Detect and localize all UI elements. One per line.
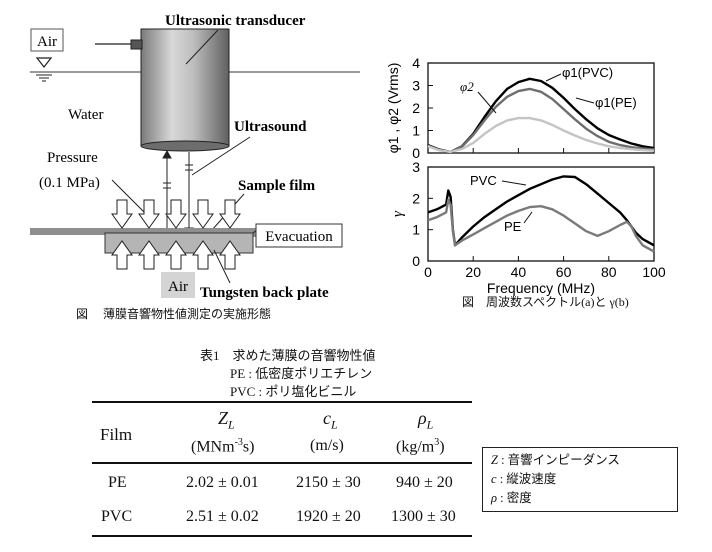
chart-b-xtick-label: 100: [642, 264, 666, 280]
table-cell-c: 1920 ± 20: [296, 508, 361, 525]
table-cell-c: 2150 ± 30: [296, 474, 361, 491]
chart-a-label-phi1-pvc: φ1(PVC): [562, 65, 613, 80]
chart-b-ytick-label: 3: [412, 159, 420, 175]
symbol-legend-box: Z : 音響インピーダンス c : 縦波速度 ρ : 密度: [482, 447, 678, 512]
ultrasound-label: Ultrasound: [234, 119, 307, 135]
table-header-rho: ρL: [418, 408, 434, 432]
table-note-pvc: PVC : ポリ塩化ビニル: [230, 384, 357, 399]
chart-a-label-phi2: φ2: [460, 79, 474, 94]
chart-a-ytick-label: 2: [412, 100, 420, 116]
chart-b-ytick-label: 1: [412, 222, 420, 238]
chart-a-label-phi1-pe: φ1(PE): [595, 95, 637, 110]
chart-b-series-pvc: [427, 175, 655, 247]
pressure-label: Pressure: [47, 150, 98, 166]
chart-b-xlabel: Frequency (MHz): [487, 280, 595, 296]
table-cell-rho: 1300 ± 30: [391, 508, 456, 525]
chart-b-pointer-pvc: [501, 180, 527, 186]
chart-a-series-2: [427, 116, 655, 154]
chart-b-series-pe: [427, 198, 655, 253]
chart-b-ytick-label: 2: [412, 190, 420, 206]
chart-b-xtick-label: 20: [465, 264, 481, 280]
water-label: Water: [68, 107, 103, 123]
sample-film-label: Sample film: [238, 178, 316, 194]
table-header-c-unit: (m/s): [310, 437, 344, 454]
air-top-box: [30, 28, 64, 52]
air-top-label: Air: [37, 34, 57, 50]
evacuation-label: Evacuation: [265, 229, 333, 245]
chart-a-pointer-phi2: [477, 91, 497, 114]
transducer-label: Ultrasonic transducer: [165, 13, 306, 29]
sample-film-strip: [30, 228, 342, 235]
air-bottom-box: [161, 272, 195, 298]
table-cell-film: PE: [108, 474, 127, 491]
chart-b-pointer-pe: [523, 211, 533, 224]
chart-a-pointer-phi1-pe: [575, 97, 595, 104]
chart-a-pointer-phi1-pvc: [545, 73, 562, 82]
chart-b-xtick-label: 80: [601, 264, 617, 280]
legend-c: c : 縦波速度: [491, 472, 557, 486]
chart-b-label-pe: PE: [504, 219, 522, 234]
ultrasound-pointer: [191, 136, 251, 176]
table-header-z: ZL: [218, 408, 235, 432]
chart-a-ytick-label: 4: [412, 55, 420, 71]
chart-a-ytick-label: 3: [412, 78, 420, 94]
setup-diagram: Air Ultrasonic transducer Water Ultrasou…: [30, 13, 360, 301]
table-header-c: cL: [323, 408, 338, 432]
chart-b-xtick-label: 40: [511, 264, 527, 280]
table-header-film: Film: [100, 425, 133, 444]
table-cell-film: PVC: [101, 508, 133, 525]
evacuation-box: [255, 223, 343, 248]
table-title: 表1 求めた薄膜の音響物性値: [200, 348, 376, 363]
chart-b-label-pvc: PVC: [470, 173, 497, 188]
chart-a-ytick-label: 0: [412, 145, 420, 161]
chart-a-ylabel: φ1 , φ2 (Vrms): [385, 63, 401, 154]
chart-b-frame: [427, 166, 655, 262]
pressure-value-label: (0.1 MPa): [39, 175, 100, 191]
table-header-rho-unit: (kg/m3): [396, 437, 445, 456]
back-plate-label: Tungsten back plate: [200, 285, 329, 301]
chart-a-series-1pe: [427, 87, 655, 154]
table-note-pe: PE : 低密度ポリエチレン: [230, 366, 373, 381]
chart-b-xtick-label: 60: [556, 264, 572, 280]
table-cell-z: 2.02 ± 0.01: [186, 474, 259, 491]
table-cell-z: 2.51 ± 0.02: [186, 508, 259, 525]
ultrasonic-transducer: [95, 28, 230, 152]
water-level-icon: [35, 57, 53, 82]
back-plate-pointer: [213, 249, 231, 284]
chart-b-ytick-label: 0: [412, 253, 420, 269]
air-bottom-label: Air: [168, 279, 188, 295]
legend-z: Z : 音響インピーダンス: [491, 453, 620, 467]
legend-rho: ρ : 密度: [491, 491, 532, 505]
table-cell-rho: 940 ± 20: [396, 474, 453, 491]
chart-b-xtick-label: 0: [424, 264, 432, 280]
chart-caption: 図 周波数スペクトル(a)と γ(b): [462, 295, 629, 309]
chart-a-ytick-label: 1: [412, 123, 420, 139]
pressure-arrows: [111, 199, 241, 270]
chart-b-ylabel: γ: [390, 210, 406, 217]
table-header-z-unit: (MNm-3s): [191, 437, 255, 456]
diagram-caption: 図 薄膜音響物性値測定の実施形態: [76, 307, 272, 321]
